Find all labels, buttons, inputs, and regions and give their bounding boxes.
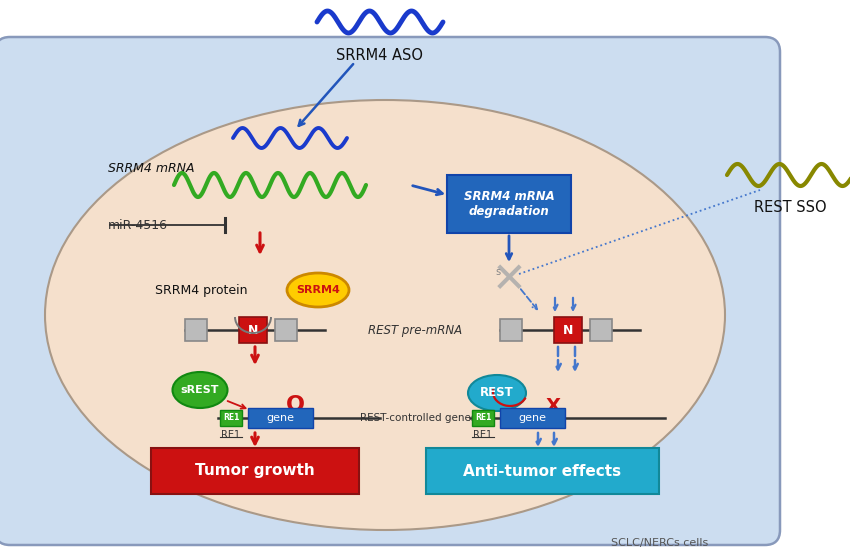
Text: sREST: sREST (181, 385, 219, 395)
Ellipse shape (173, 372, 228, 408)
FancyBboxPatch shape (500, 319, 522, 341)
Text: Anti-tumor effects: Anti-tumor effects (463, 464, 621, 478)
FancyBboxPatch shape (239, 317, 267, 343)
FancyBboxPatch shape (185, 319, 207, 341)
Text: SRRM4 mRNA
degradation: SRRM4 mRNA degradation (463, 190, 554, 218)
FancyBboxPatch shape (554, 317, 582, 343)
FancyBboxPatch shape (447, 175, 571, 233)
FancyBboxPatch shape (472, 410, 494, 426)
Text: ✕: ✕ (491, 259, 526, 301)
Text: RE1: RE1 (475, 413, 491, 422)
FancyBboxPatch shape (590, 319, 612, 341)
FancyBboxPatch shape (426, 448, 659, 494)
FancyBboxPatch shape (0, 37, 780, 545)
FancyBboxPatch shape (275, 319, 297, 341)
Ellipse shape (468, 375, 526, 411)
Text: REST-controlled genes: REST-controlled genes (360, 413, 476, 423)
Text: gene: gene (266, 413, 294, 423)
FancyBboxPatch shape (248, 408, 313, 428)
Text: REST pre-mRNA: REST pre-mRNA (368, 324, 462, 337)
Text: s: s (496, 267, 501, 277)
Text: O: O (286, 395, 304, 415)
Text: SRRM4: SRRM4 (296, 285, 340, 295)
Text: SRRM4 protein: SRRM4 protein (155, 283, 247, 296)
Text: RE1: RE1 (473, 430, 492, 440)
Text: N: N (248, 324, 258, 337)
Text: gene: gene (518, 413, 546, 423)
FancyBboxPatch shape (220, 410, 242, 426)
Text: REST SSO: REST SSO (754, 200, 826, 215)
Text: SCLC/NERCs cells: SCLC/NERCs cells (611, 538, 709, 548)
Text: N: N (563, 324, 573, 337)
FancyBboxPatch shape (151, 448, 359, 494)
Text: miR-4516: miR-4516 (108, 218, 168, 231)
Ellipse shape (45, 100, 725, 530)
Text: RE1: RE1 (222, 430, 241, 440)
Ellipse shape (287, 273, 349, 307)
Text: RE1: RE1 (223, 413, 239, 422)
Text: SRRM4 mRNA: SRRM4 mRNA (108, 161, 195, 175)
Text: SRRM4 ASO: SRRM4 ASO (337, 48, 423, 63)
Text: X: X (546, 398, 560, 417)
FancyBboxPatch shape (500, 408, 565, 428)
Text: Tumor growth: Tumor growth (196, 464, 314, 478)
Text: REST: REST (480, 386, 514, 399)
